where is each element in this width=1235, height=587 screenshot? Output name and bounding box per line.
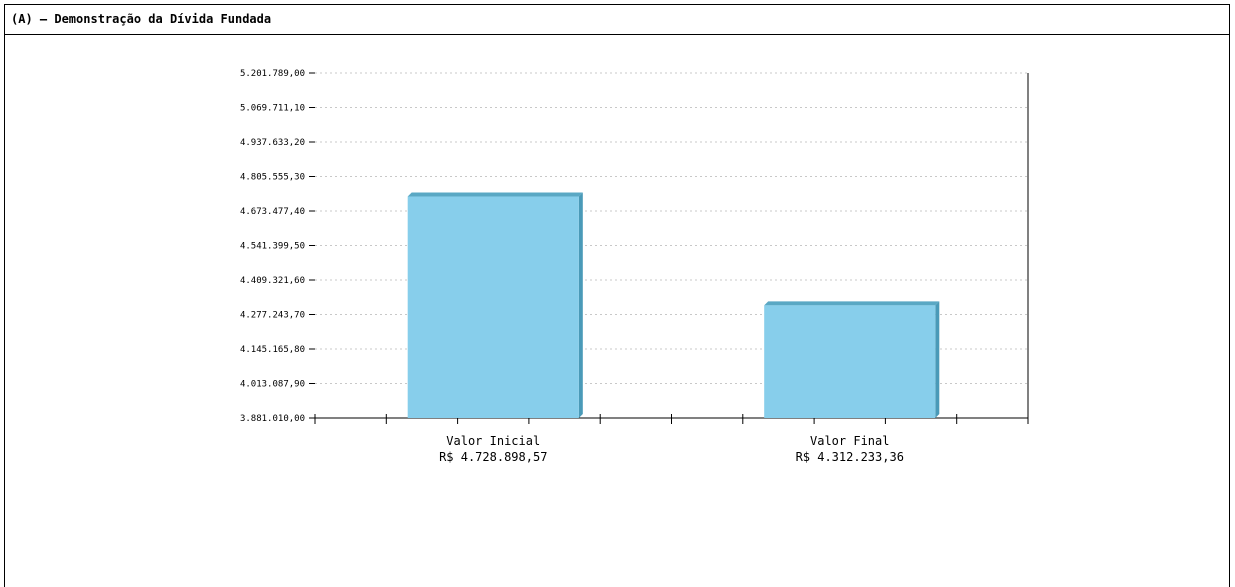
y-tick-label: 4.805.555,30	[240, 173, 305, 183]
bar-side	[935, 301, 940, 418]
chart-panel: (A) – Demonstração da Dívida Fundada	[4, 4, 1230, 587]
x-category-value-label: R$ 4.728.898,57	[439, 450, 547, 464]
panel-title: (A) – Demonstração da Dívida Fundada	[5, 5, 1229, 35]
bar	[407, 196, 579, 418]
y-tick-label: 5.069.711,10	[240, 104, 305, 114]
y-tick-label: 4.673.477,40	[240, 207, 305, 217]
y-tick-label: 4.013.087,90	[240, 380, 305, 390]
y-tick-label: 4.145.165,80	[240, 345, 305, 355]
y-tick-label: 4.277.243,70	[240, 311, 305, 321]
bar-top	[764, 301, 940, 306]
bar	[764, 305, 936, 418]
y-tick-label: 5.201.789,00	[240, 69, 305, 79]
y-tick-label: 4.937.633,20	[240, 138, 305, 148]
x-category-label: Valor Inicial	[446, 434, 540, 448]
y-tick-label: 4.409.321,60	[240, 276, 305, 286]
bar-top	[407, 192, 583, 197]
y-tick-label: 3.881.010,00	[240, 414, 305, 424]
x-category-value-label: R$ 4.312.233,36	[796, 450, 904, 464]
x-category-label: Valor Final	[810, 434, 889, 448]
bar-side	[578, 192, 583, 418]
y-tick-label: 4.541.399,50	[240, 242, 305, 252]
